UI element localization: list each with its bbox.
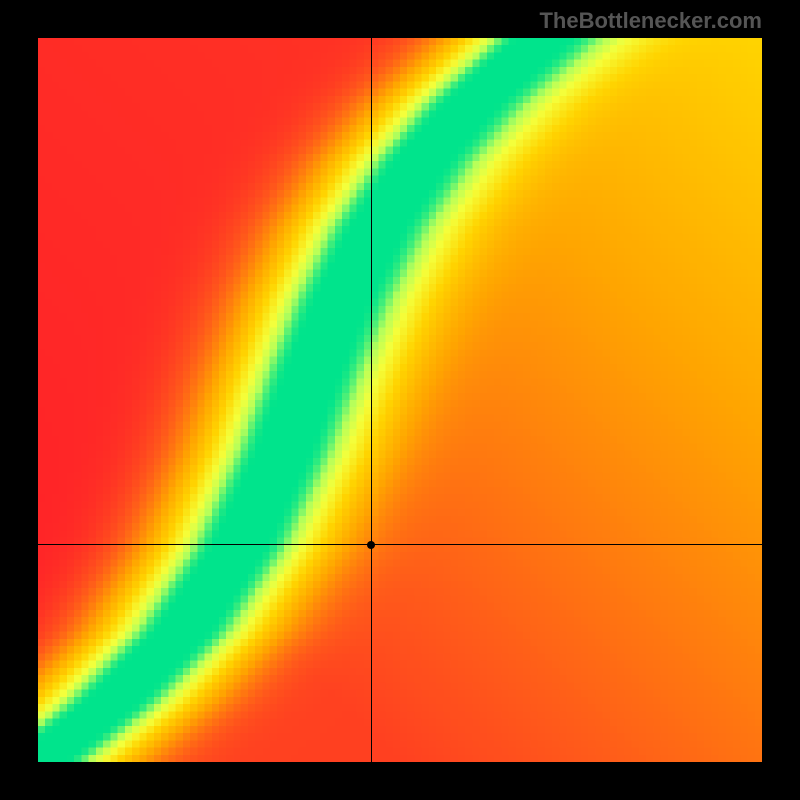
watermark-text: TheBottlenecker.com (539, 8, 762, 34)
crosshair-marker (367, 541, 375, 549)
heatmap-canvas (38, 38, 762, 762)
crosshair-horizontal (38, 544, 762, 545)
crosshair-vertical (371, 38, 372, 762)
chart-container: TheBottlenecker.com (0, 0, 800, 800)
